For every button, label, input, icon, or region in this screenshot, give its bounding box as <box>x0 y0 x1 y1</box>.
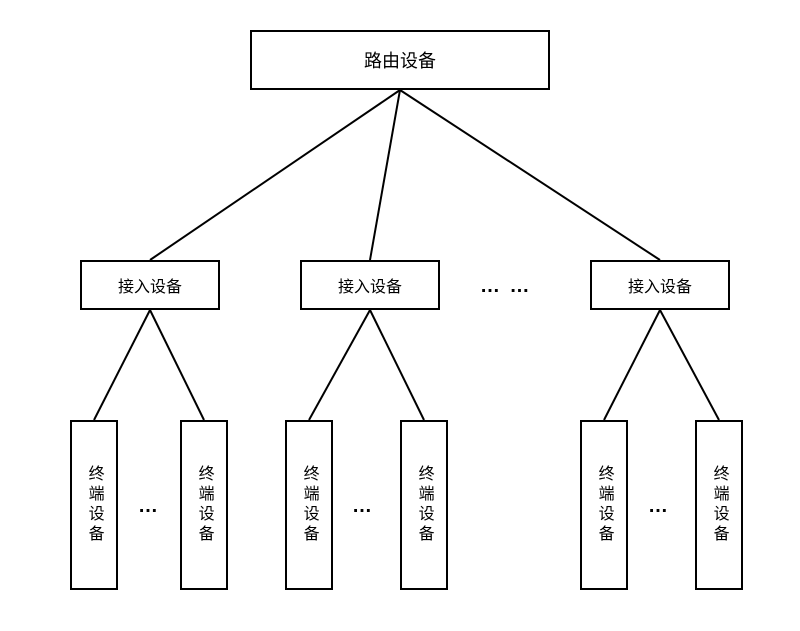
ellipsis: … <box>648 495 670 518</box>
access-node: 接入设备 <box>590 260 730 310</box>
access-node: 接入设备 <box>300 260 440 310</box>
root-node: 路由设备 <box>250 30 550 90</box>
terminal-node: 终端设备 <box>70 420 118 590</box>
terminal-node: 终端设备 <box>180 420 228 590</box>
diagram-canvas: 路由设备 接入设备 接入设备 接入设备 … … 终端设备 终端设备 终端设备 终… <box>0 0 800 631</box>
ellipsis: … <box>138 495 160 518</box>
terminal-node: 终端设备 <box>400 420 448 590</box>
terminal-node: 终端设备 <box>695 420 743 590</box>
access-node: 接入设备 <box>80 260 220 310</box>
ellipsis: … … <box>480 275 532 298</box>
terminal-node: 终端设备 <box>285 420 333 590</box>
terminal-node: 终端设备 <box>580 420 628 590</box>
ellipsis: … <box>352 495 374 518</box>
